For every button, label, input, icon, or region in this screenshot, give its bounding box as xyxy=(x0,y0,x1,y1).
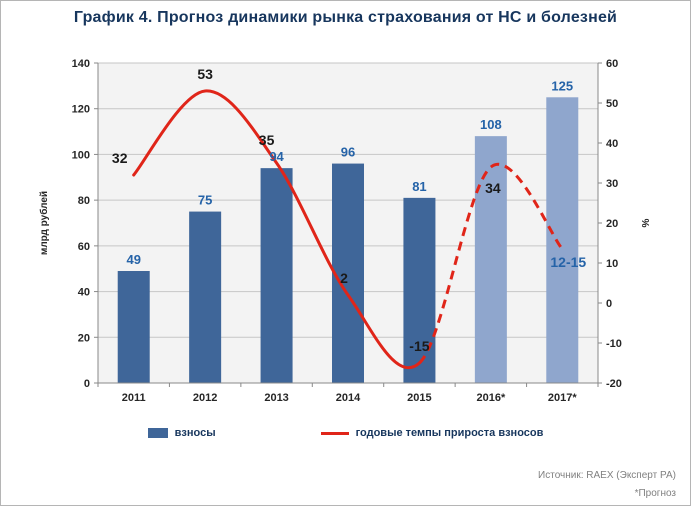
x-category-label: 2017* xyxy=(548,392,577,404)
legend-bar-label: взносы xyxy=(174,427,216,439)
x-category-label: 2012 xyxy=(193,392,217,404)
line-value-label: 35 xyxy=(259,132,275,148)
y-left-tick-label: 80 xyxy=(78,195,90,207)
bar-value-label: 125 xyxy=(551,78,573,93)
y-right-tick-label: -10 xyxy=(606,338,622,350)
y-left-tick-label: 40 xyxy=(78,287,90,299)
left-axis-title: млрд рублей xyxy=(38,191,50,255)
bar xyxy=(332,163,364,383)
x-category-label: 2016* xyxy=(476,392,505,404)
y-left-tick-label: 140 xyxy=(72,58,90,70)
y-left-tick-label: 60 xyxy=(78,241,90,253)
y-right-tick-label: 20 xyxy=(606,218,618,230)
bar xyxy=(260,168,293,383)
bar xyxy=(546,97,579,384)
line-value-label: 12-15 xyxy=(550,254,586,270)
y-right-tick-label: 60 xyxy=(606,58,618,70)
line-value-label: 34 xyxy=(485,180,501,196)
line-value-label: 53 xyxy=(197,66,213,82)
y-right-tick-label: 40 xyxy=(606,138,618,150)
trend-line-solid xyxy=(132,89,421,370)
legend: взносы годовые темпы прироста взносов xyxy=(1,427,690,439)
bar-value-label: 108 xyxy=(480,117,502,132)
bar-value-label: 49 xyxy=(126,252,140,267)
legend-item-bars: взносы xyxy=(147,427,216,439)
forecast-note: *Прогноз xyxy=(634,488,676,499)
legend-bar-swatch xyxy=(147,428,168,438)
bar-value-label: 75 xyxy=(198,193,212,208)
trend-line-dashed xyxy=(418,162,564,365)
y-right-tick-label: 50 xyxy=(606,98,618,110)
bar xyxy=(403,197,436,383)
y-left-tick-label: 0 xyxy=(84,378,90,390)
y-right-tick-label: 10 xyxy=(606,258,618,270)
line-value-label: 2 xyxy=(340,270,348,286)
x-category-label: 2011 xyxy=(122,392,146,404)
line-value-label: 32 xyxy=(112,150,128,166)
chart-footer: Источник: RAEX (Эксперт РА) *Прогноз xyxy=(538,467,676,503)
legend-line-sample xyxy=(320,431,349,435)
x-category-label: 2013 xyxy=(264,392,288,404)
bar-value-label: 81 xyxy=(412,179,426,194)
bar xyxy=(117,271,150,383)
chart-title: График 4. Прогноз динамики рынка страхов… xyxy=(73,9,618,26)
bar-value-label: 94 xyxy=(269,149,284,164)
x-category-label: 2015 xyxy=(407,392,431,404)
right-axis-title: % xyxy=(641,218,652,227)
chart-canvas: 0 20 40 60 80 100 120 140 -20 -10 0 10 20 30 40 50 60 201… xyxy=(38,58,652,404)
y-left-tick-label: 20 xyxy=(78,332,90,344)
bar xyxy=(474,136,507,383)
y-left-tick-label: 100 xyxy=(72,149,90,161)
y-left-tick-label: 120 xyxy=(72,104,90,116)
bar-value-label: 96 xyxy=(341,145,355,160)
x-category-label: 2014 xyxy=(336,392,361,404)
legend-line-label: годовые темпы прироста взносов xyxy=(355,427,544,439)
y-right-tick-label: 30 xyxy=(606,178,618,190)
y-right-tick-label: -20 xyxy=(606,378,622,390)
legend-item-line: годовые темпы прироста взносов xyxy=(320,427,544,439)
y-right-tick-label: 0 xyxy=(606,298,612,310)
bar xyxy=(189,211,222,383)
source-note: Источник: RAEX (Эксперт РА) xyxy=(538,470,676,481)
line-value-label: -15 xyxy=(409,338,429,354)
